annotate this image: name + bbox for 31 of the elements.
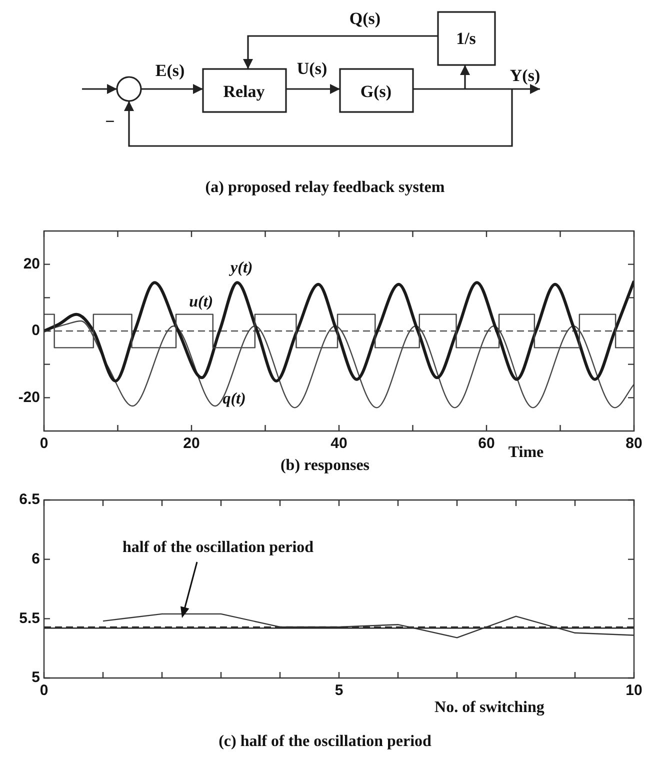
x-tick-label: 5 [334, 682, 344, 700]
text: − [105, 112, 115, 131]
x-tick-label: 40 [330, 435, 348, 452]
text: U(s) [296, 59, 328, 78]
text: (c) half of the oscillation period [218, 733, 432, 751]
y-tick-label: 5 [32, 669, 40, 686]
text: 1/s [456, 29, 476, 48]
x-tick-label: 10 [626, 682, 642, 700]
line-series [44, 280, 634, 382]
text: Relay [223, 82, 266, 101]
y-tick-label: 20 [23, 255, 40, 272]
x-tick-label: 60 [478, 435, 495, 452]
text: E(s) [155, 61, 185, 80]
x-axis-title: Time [508, 444, 544, 462]
x-tick-label: 20 [183, 435, 200, 452]
x-tick-label: 80 [626, 435, 642, 452]
text: (b) responses [280, 457, 370, 474]
text: G(s) [360, 82, 392, 101]
text: Y(s) [510, 66, 540, 85]
series-label: q(t) [222, 390, 246, 408]
annotation: half of the oscillation period [122, 539, 314, 556]
series-label: y(t) [228, 259, 253, 276]
y-tick-label: -20 [18, 388, 40, 406]
text: (a) proposed relay feedback system [205, 179, 446, 196]
series-label: u(t) [189, 293, 214, 310]
text: Q(s) [349, 9, 381, 28]
x-axis-title: No. of switching [434, 699, 544, 716]
y-tick-label: 6 [32, 550, 40, 568]
y-tick-label: 0 [32, 322, 40, 340]
y-tick-label: 5.5 [19, 610, 40, 627]
y-tick-label: 6.5 [19, 491, 40, 508]
